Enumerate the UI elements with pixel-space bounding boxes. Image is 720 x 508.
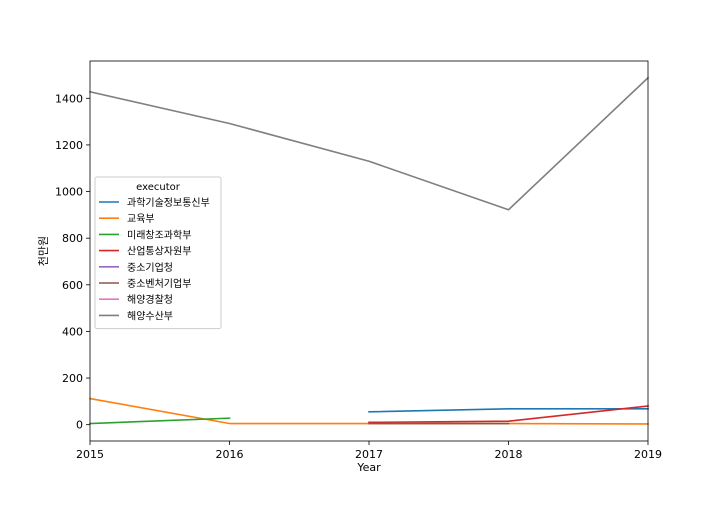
x-axis-title: Year: [356, 461, 381, 474]
x-tick-label-0: 2015: [76, 448, 104, 461]
y-tick-label-3: 600: [62, 279, 83, 292]
series-line-3: [368, 405, 649, 424]
series-line-7: [89, 76, 650, 211]
legend-title: executor: [136, 182, 181, 193]
y-tick-label-6: 1200: [55, 139, 83, 152]
legend-label-4: 중소기업청: [127, 261, 173, 274]
y-tick-label-7: 1400: [55, 92, 83, 105]
y-tick-label-2: 400: [62, 325, 83, 338]
x-tick-label-3: 2018: [495, 448, 523, 461]
legend-label-7: 해양수산부: [127, 309, 173, 322]
legend-label-3: 산업통상자원부: [127, 245, 191, 258]
y-tick-label-0: 0: [76, 419, 83, 432]
legend-label-2: 미래창조과학부: [127, 229, 191, 241]
series-line-2: [89, 417, 231, 425]
y-tick-label-4: 800: [62, 232, 83, 245]
x-tick-label-2: 2017: [355, 448, 383, 461]
legend: executor 과학기술정보통신부교육부미래창조과학부산업통상자원부중소기업청…: [94, 176, 222, 330]
y-tick-label-5: 1000: [55, 186, 83, 199]
legend-label-6: 해양경찰청: [127, 293, 173, 306]
y-tick-label-1: 200: [62, 372, 83, 385]
legend-label-5: 중소벤처기업부: [127, 277, 191, 290]
y-axis-title: 천만원: [36, 236, 50, 266]
legend-label-1: 교육부: [127, 213, 155, 225]
legend-label-0: 과학기술정보통신부: [127, 197, 210, 209]
x-tick-label-1: 2016: [216, 448, 244, 461]
x-tick-label-4: 2019: [634, 448, 662, 461]
series-line-0: [368, 408, 649, 413]
legend-box: [94, 176, 222, 330]
